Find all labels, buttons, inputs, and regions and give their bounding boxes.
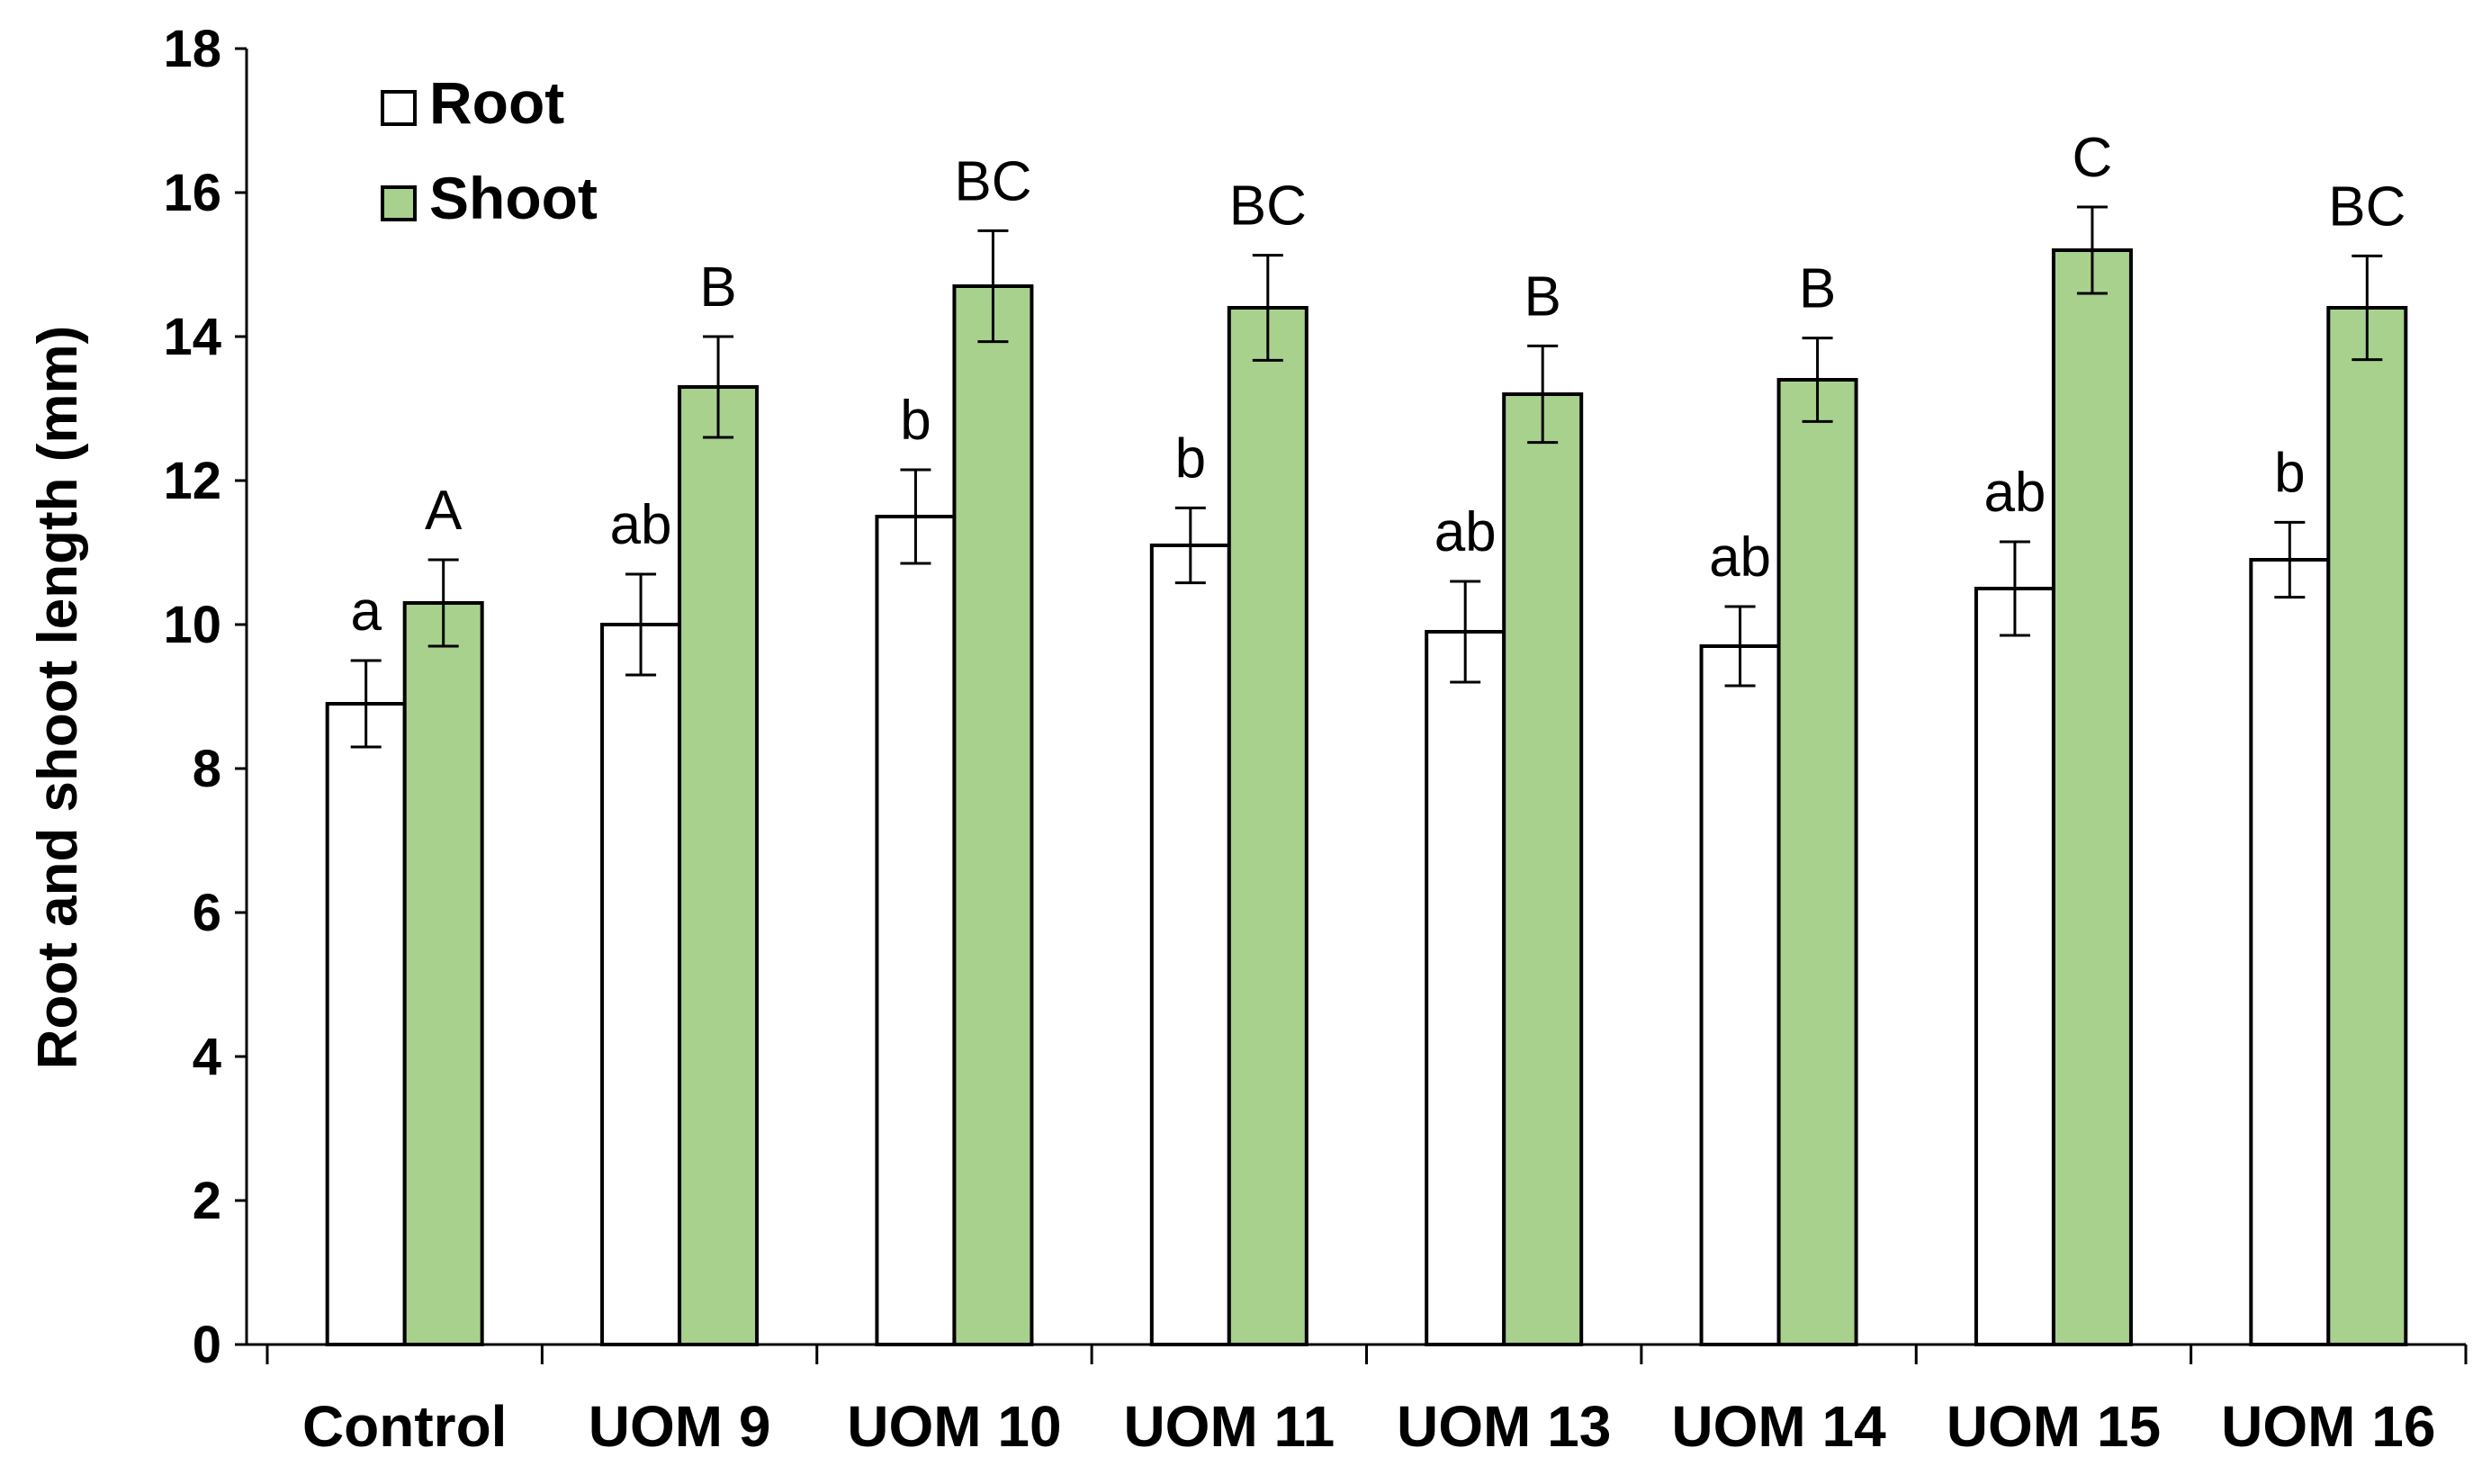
x-tick-label: UOM 11	[1123, 1394, 1335, 1459]
bar-shoot	[2051, 248, 2133, 1346]
legend: Root Shoot	[381, 69, 598, 231]
bar-root	[1974, 587, 2055, 1346]
x-axis: Control UOM 9 UOM 10 UOM 11 UOM 13 UOM 14 UOM …	[247, 1343, 2468, 1459]
bar-shoot	[1776, 378, 1858, 1346]
bar-shoot	[952, 284, 1034, 1346]
significance-label-root: ab	[1709, 526, 1771, 589]
y-tick-label: 0	[193, 1316, 221, 1374]
y-axis: 0 2 4 6 8 10 12 14 16 18	[163, 20, 248, 1374]
x-tick-label: UOM 9	[589, 1394, 771, 1459]
x-tick-label: UOM 16	[2221, 1394, 2435, 1459]
significance-label-root: b	[1175, 427, 1206, 490]
significance-label-root: b	[2274, 442, 2305, 504]
legend-item-shoot: Shoot	[381, 165, 598, 231]
legend-swatch	[381, 90, 417, 126]
bars	[325, 248, 2408, 1346]
significance-label-shoot: C	[2073, 127, 2113, 189]
x-tick-label: UOM 15	[1947, 1394, 2161, 1459]
y-tick-label: 18	[163, 20, 221, 78]
legend-label: Shoot	[429, 165, 598, 231]
x-tick-label: Control	[302, 1394, 508, 1459]
legend-label: Root	[429, 69, 564, 136]
significance-label-shoot: A	[425, 480, 463, 542]
bar-root	[325, 702, 407, 1346]
bar-shoot	[1227, 306, 1308, 1346]
y-axis-title: Root and shoot length (mm)	[27, 326, 89, 1070]
error-bars	[350, 205, 2383, 749]
legend-item-root: Root	[381, 69, 564, 136]
y-tick-label: 12	[163, 452, 221, 510]
x-tick-label: UOM 10	[847, 1394, 1061, 1459]
x-tick-label: UOM 13	[1397, 1394, 1611, 1459]
significance-label-shoot: BC	[954, 150, 1031, 212]
significance-label-root: b	[900, 390, 931, 452]
significance-label-shoot: B	[1799, 258, 1836, 320]
bar-root	[1699, 644, 1781, 1346]
bar-root	[600, 623, 682, 1346]
y-tick-label: 2	[193, 1172, 221, 1230]
y-tick-label: 8	[193, 740, 221, 798]
bar-root	[1425, 630, 1506, 1346]
significance-label-root: ab	[610, 494, 672, 556]
bar-root	[875, 515, 957, 1346]
bar-shoot	[678, 385, 760, 1346]
legend-swatch	[381, 185, 417, 221]
significance-label-shoot: B	[699, 256, 736, 319]
y-tick-label: 14	[163, 308, 221, 366]
significance-label-root: a	[350, 580, 382, 643]
bar-shoot	[1502, 392, 1584, 1346]
y-tick-label: 4	[193, 1028, 221, 1086]
bar-root	[2249, 558, 2331, 1346]
y-tick-label: 6	[193, 884, 221, 942]
y-tick-label: 16	[163, 164, 221, 222]
significance-labels: aA ab Bb BC b BC ab Bab Bab Cb BC	[350, 127, 2406, 643]
bar-root	[1149, 544, 1231, 1346]
significance-label-shoot: B	[1524, 265, 1561, 328]
bar-shoot	[402, 601, 484, 1346]
significance-label-root: ab	[1983, 462, 2046, 524]
x-tick-label: UOM 14	[1671, 1394, 1886, 1459]
y-tick-label: 10	[163, 596, 221, 654]
significance-label-shoot: BC	[2328, 175, 2406, 238]
significance-label-shoot: BC	[1229, 175, 1307, 238]
significance-label-root: ab	[1434, 501, 1497, 563]
bar-shoot	[2326, 306, 2408, 1346]
